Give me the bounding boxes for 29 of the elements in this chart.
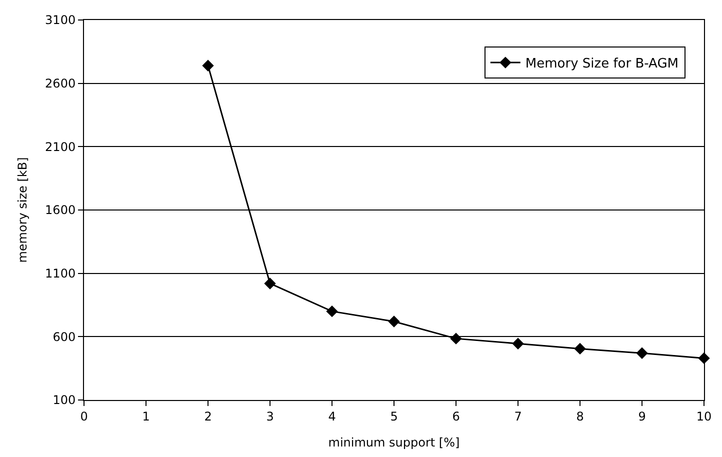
point — [636, 347, 648, 359]
x-tick-label: 4 — [328, 409, 336, 424]
x-tick-label: 8 — [576, 409, 584, 424]
point — [512, 338, 524, 350]
x-tick-label: 6 — [452, 409, 460, 424]
x-tick-label: 7 — [514, 409, 522, 424]
legend-label: Memory Size for B-AGM — [525, 56, 679, 72]
point — [388, 316, 400, 328]
y-tick-label: 1100 — [45, 266, 76, 281]
y-tick-label: 1600 — [45, 203, 76, 218]
point — [202, 60, 214, 72]
x-tick-label: 5 — [390, 409, 398, 424]
y-axis-title: memory size [kB] — [15, 157, 30, 263]
x-tick-label: 9 — [638, 409, 646, 424]
y-tick-label: 3100 — [45, 13, 76, 28]
y-tick-label: 2100 — [45, 140, 76, 154]
point — [574, 342, 586, 355]
x-tick-label: 0 — [80, 409, 88, 424]
x-tick-label: 1 — [142, 409, 150, 424]
y-tick-label: 100 — [52, 393, 76, 408]
x-tick-label: 10 — [696, 409, 712, 424]
point — [450, 332, 462, 344]
x-tick-label: 2 — [204, 409, 212, 424]
point — [264, 278, 276, 290]
x-axis-title: minimum support [%] — [328, 435, 460, 450]
point — [326, 305, 338, 318]
y-tick-label: 2600 — [45, 76, 76, 91]
x-tick-label: 3 — [266, 409, 274, 424]
y-tick-label: 600 — [52, 330, 76, 344]
